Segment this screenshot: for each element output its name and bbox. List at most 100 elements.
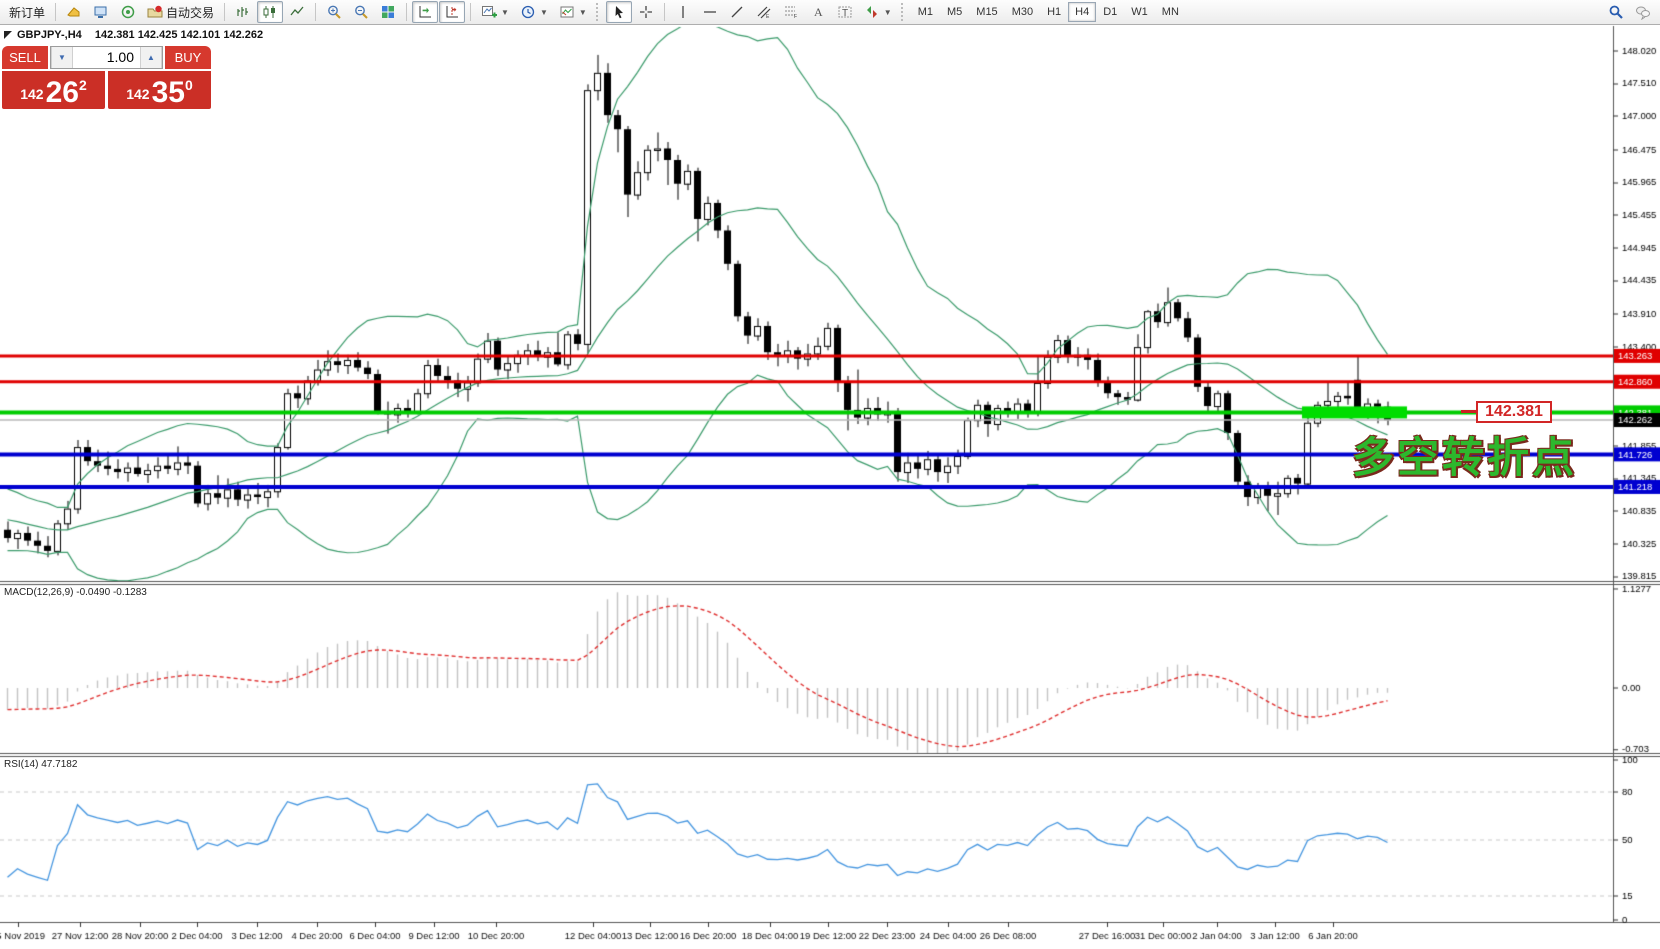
periods-button[interactable]: ▼ — [515, 1, 553, 23]
toolbar-drag-handle[interactable] — [595, 3, 602, 21]
horizontal-line-button[interactable] — [697, 1, 723, 23]
tab-M30[interactable]: M30 — [1011, 6, 1034, 18]
volume-value[interactable]: 1.00 — [106, 49, 134, 65]
chat-icon — [1635, 4, 1651, 21]
volume-up-button[interactable]: ▲ — [140, 47, 162, 68]
candlestick-icon — [262, 4, 278, 20]
toolbar-separator — [315, 3, 317, 21]
bar-chart-button[interactable] — [230, 1, 256, 23]
symbol-marker-icon — [4, 31, 12, 39]
text-label-icon: T — [837, 4, 853, 20]
auto-trading-label: 自动交易 — [166, 5, 215, 20]
rsi-value: 47.7182 — [41, 759, 78, 770]
text-button[interactable]: A — [805, 1, 831, 23]
search-icon — [1608, 4, 1624, 20]
tab-MN[interactable]: MN — [1161, 6, 1179, 18]
bid-main: 142 — [20, 86, 44, 102]
chart-shift-icon — [444, 4, 460, 20]
new-order-label: 新订单 — [9, 5, 46, 20]
auto-trading-icon — [147, 4, 163, 20]
navigator-icon — [120, 4, 136, 20]
fibonacci-button[interactable]: F — [778, 1, 804, 23]
chart-note-text: 多空转折点 — [1352, 433, 1578, 482]
macd-indicator-label: MACD(12,26,9) -0.0490 -0.1283 — [4, 587, 147, 598]
navigator-button[interactable] — [115, 1, 141, 23]
tab-H1[interactable]: H1 — [1047, 6, 1062, 18]
arrows-button[interactable]: ▼ — [859, 1, 897, 23]
channel-button[interactable]: E — [751, 1, 777, 23]
auto-scroll-icon — [417, 4, 433, 20]
tile-windows-icon — [380, 4, 396, 20]
toolbar-separator — [224, 3, 226, 21]
tab-M15[interactable]: M15 — [976, 6, 998, 18]
toolbar-drag-handle[interactable] — [900, 3, 907, 21]
svg-text:F: F — [794, 14, 797, 20]
data-window-icon — [93, 4, 109, 20]
ask-price-button[interactable]: 142 35 0 — [108, 71, 211, 109]
crosshair-icon — [638, 4, 654, 20]
text-label-button[interactable]: T — [832, 1, 858, 23]
new-order-button[interactable]: 新订单 — [4, 1, 50, 23]
symbol-name: GBPJPY-,H4 — [17, 29, 82, 41]
periods-icon — [520, 4, 536, 20]
bid-big: 26 — [45, 76, 79, 109]
fibonacci-icon: F — [783, 4, 799, 20]
line-chart-button[interactable] — [284, 1, 310, 23]
arrows-icon — [864, 4, 880, 20]
zoom-in-icon — [326, 4, 342, 20]
toolbar-separator — [55, 3, 57, 21]
volume-down-button[interactable]: ▼ — [51, 47, 73, 68]
svg-text:E: E — [766, 14, 770, 20]
zoom-in-button[interactable] — [321, 1, 347, 23]
bar-chart-icon — [235, 4, 251, 20]
dropdown-caret: ▼ — [501, 7, 509, 17]
sell-label: SELL — [9, 50, 41, 65]
zoom-out-button[interactable] — [348, 1, 374, 23]
tab-M1[interactable]: M1 — [917, 6, 933, 18]
horizontal-line-icon — [702, 4, 718, 20]
dropdown-caret: ▼ — [883, 7, 892, 17]
cursor-button[interactable] — [605, 1, 632, 23]
macd-value: -0.0490 — [76, 587, 111, 598]
price-callout-label: 142.381 — [1476, 401, 1552, 423]
auto-scroll-button[interactable] — [412, 1, 439, 23]
data-window-button[interactable] — [88, 1, 114, 23]
search-button[interactable] — [1603, 1, 1629, 23]
trendline-button[interactable] — [724, 1, 750, 23]
bid-sup: 2 — [78, 77, 87, 93]
sell-button[interactable]: SELL — [2, 46, 48, 69]
toolbar: 新订单 自动交易 ▼ ▼ ▼ — [0, 0, 1660, 25]
candlestick-button[interactable] — [257, 1, 284, 23]
tab-W1[interactable]: W1 — [1131, 6, 1148, 18]
tab-D1[interactable]: D1 — [1103, 6, 1118, 18]
chart-shift-button[interactable] — [439, 1, 466, 23]
line-chart-icon — [289, 4, 305, 20]
toolbar-separator — [406, 3, 408, 21]
tile-windows-button[interactable] — [375, 1, 401, 23]
tab-M5[interactable]: M5 — [947, 6, 963, 18]
volume-stepper: ▼ 1.00 ▲ — [50, 46, 163, 69]
ask-sup: 0 — [184, 77, 193, 93]
bid-price-button[interactable]: 142 26 2 — [2, 71, 105, 109]
text-icon: A — [810, 4, 826, 20]
rsi-indicator-label: RSI(14) 47.7182 — [4, 759, 77, 770]
vertical-line-button[interactable] — [670, 1, 696, 23]
market-watch-button[interactable] — [61, 1, 87, 23]
templates-button[interactable]: ▼ — [554, 1, 592, 23]
market-watch-icon — [66, 4, 82, 20]
ask-big: 35 — [151, 76, 185, 109]
svg-text:A: A — [814, 5, 823, 19]
ask-main: 142 — [126, 86, 150, 102]
chat-button[interactable] — [1630, 1, 1656, 23]
buy-button[interactable]: BUY — [165, 46, 211, 69]
auto-trading-button[interactable]: 自动交易 — [142, 1, 219, 23]
indicators-icon — [481, 4, 498, 20]
zoom-out-icon — [353, 4, 369, 20]
crosshair-button[interactable] — [633, 1, 659, 23]
macd-name: MACD(12,26,9) — [4, 587, 74, 598]
tab-H4[interactable]: H4 — [1068, 2, 1097, 22]
indicators-button[interactable]: ▼ — [476, 1, 514, 23]
dropdown-caret: ▼ — [539, 7, 548, 17]
macd-signal-value: -0.1283 — [112, 587, 147, 598]
